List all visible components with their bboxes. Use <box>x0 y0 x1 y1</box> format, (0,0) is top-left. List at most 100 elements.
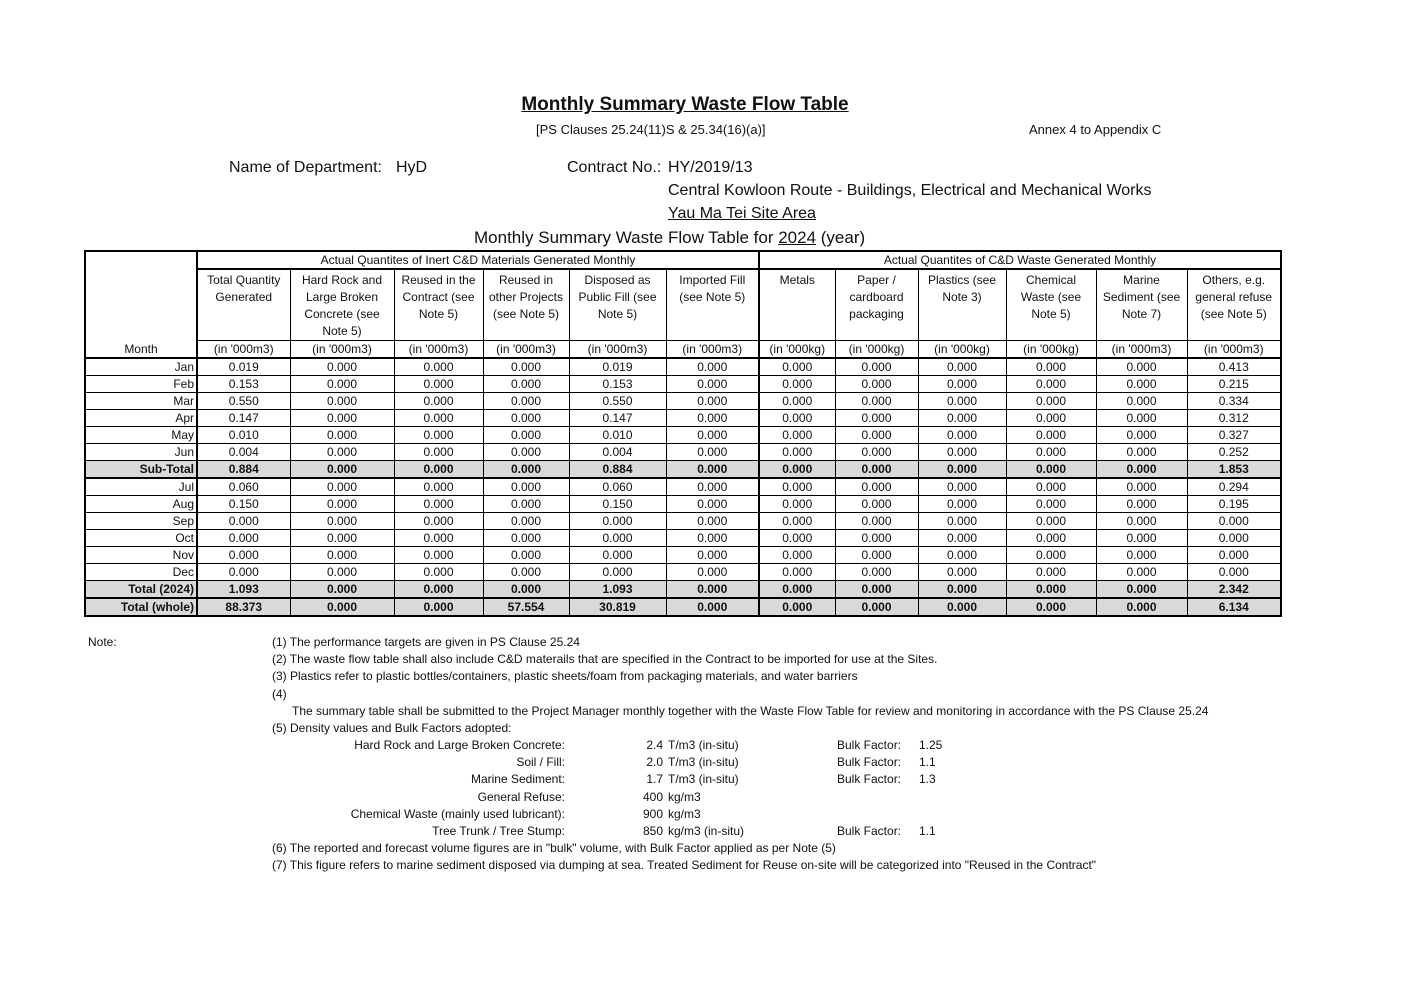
column-unit: (in '000kg) <box>834 340 919 359</box>
value-cell: 0.000 <box>917 357 1007 376</box>
value-cell: 0.884 <box>196 460 291 479</box>
value-cell: 0.000 <box>1095 512 1188 530</box>
bulk-factor-label: Bulk Factor: <box>837 824 902 838</box>
column-header: Disposed as Public Fill (see Note 5) <box>568 268 667 341</box>
bulk-factor-label: Bulk Factor: <box>837 738 902 752</box>
bulk-factor-value: 1.25 <box>919 738 943 752</box>
value-cell: 0.000 <box>1095 477 1188 496</box>
value-cell: 0.000 <box>482 409 570 427</box>
density-material: Soil / Fill: <box>516 755 565 770</box>
value-cell: 0.000 <box>834 495 919 513</box>
value-cell: 0.000 <box>1005 580 1097 599</box>
table-title-text: Monthly Summary Waste Flow Table for <box>474 228 779 247</box>
site-name: Yau Ma Tei Site Area <box>668 205 816 222</box>
column-header: Plastics (see Note 3) <box>917 268 1007 341</box>
value-cell: 0.000 <box>834 375 919 393</box>
value-cell: 0.000 <box>665 375 760 393</box>
table-row: Nov 0.000 0.000 0.000 0.000 0.000 0.000 0.000 0.… <box>84 546 1282 564</box>
value-cell: 0.000 <box>917 495 1007 513</box>
value-cell: 0.000 <box>393 357 484 376</box>
table-row: Jun 0.004 0.000 0.000 0.000 0.004 0.000 0.000 0.… <box>84 443 1282 461</box>
table-row: Sep 0.000 0.000 0.000 0.000 0.000 0.000 0.000 0.… <box>84 512 1282 530</box>
column-header: Others, e.g. general refuse (see Note 5) <box>1186 268 1282 341</box>
value-cell: 0.000 <box>289 477 395 496</box>
value-cell: 0.312 <box>1186 409 1282 427</box>
value-cell: 0.000 <box>393 580 484 599</box>
density-unit: kg/m3 <box>668 806 701 821</box>
value-cell: 0.195 <box>1186 495 1282 513</box>
unit-row: (in '000m3) (in '000m3) (in '000m3) (in '00… <box>85 340 1282 359</box>
note-6: (6) The reported and forecast volume fig… <box>272 841 836 855</box>
month-cell: Jan <box>84 357 198 376</box>
value-cell: 0.000 <box>834 460 919 479</box>
value-cell: 0.000 <box>917 392 1007 410</box>
value-cell: 0.000 <box>665 580 760 599</box>
density-material: General Refuse: <box>477 789 565 804</box>
value-cell: 0.000 <box>917 529 1007 547</box>
value-cell: 0.000 <box>1005 495 1097 513</box>
value-cell: 0.000 <box>1095 375 1188 393</box>
value-cell: 0.000 <box>758 409 836 427</box>
value-cell: 0.147 <box>568 409 667 427</box>
note-7: (7) This figure refers to marine sedimen… <box>272 858 1097 872</box>
value-cell: 0.000 <box>482 580 570 599</box>
value-cell: 1.093 <box>568 580 667 599</box>
value-cell: 0.000 <box>568 563 667 581</box>
value-cell: 0.000 <box>1186 529 1282 547</box>
density-value: 2.0 <box>646 755 663 770</box>
table-year: 2024 <box>778 228 817 247</box>
value-cell: 0.000 <box>1005 597 1097 617</box>
value-cell: 0.000 <box>917 409 1007 427</box>
bulk-factor-label: Bulk Factor: <box>837 772 902 787</box>
month-cell: Dec <box>84 563 198 581</box>
value-cell: 0.019 <box>196 357 291 376</box>
table-row: Aug 0.150 0.000 0.000 0.000 0.150 0.000 0.000 0.… <box>84 495 1282 513</box>
value-cell: 0.000 <box>289 529 395 547</box>
value-cell: 0.000 <box>834 580 919 599</box>
bulk-factor-value: 1.3 <box>919 772 936 787</box>
value-cell: 0.019 <box>568 357 667 376</box>
value-cell: 0.000 <box>482 477 570 496</box>
value-cell: 0.004 <box>568 443 667 461</box>
value-cell: 0.000 <box>758 375 836 393</box>
value-cell: 6.134 <box>1186 597 1282 617</box>
value-cell: 0.000 <box>665 546 760 564</box>
column-unit: (in '000m3) <box>568 340 667 359</box>
value-cell: 0.000 <box>1095 597 1188 617</box>
value-cell: 0.000 <box>758 546 836 564</box>
value-cell: 0.000 <box>917 597 1007 617</box>
density-unit: T/m3 (in-situ) <box>668 772 739 787</box>
value-cell: 0.010 <box>196 426 291 444</box>
value-cell: 0.000 <box>393 426 484 444</box>
value-cell: 0.060 <box>196 477 291 496</box>
value-cell: 0.000 <box>482 529 570 547</box>
value-cell: 0.550 <box>568 392 667 410</box>
value-cell: 0.884 <box>568 460 667 479</box>
column-header: Hard Rock and Large Broken Concrete (see… <box>289 268 395 341</box>
value-cell: 0.000 <box>758 580 836 599</box>
value-cell: 0.000 <box>1095 460 1188 479</box>
month-cell: Jun <box>84 443 198 461</box>
density-material: Hard Rock and Large Broken Concrete: <box>354 738 565 752</box>
value-cell: 0.000 <box>917 512 1007 530</box>
table-title: Monthly Summary Waste Flow Table for 202… <box>474 228 865 248</box>
value-cell: 0.000 <box>289 426 395 444</box>
value-cell: 0.000 <box>196 512 291 530</box>
value-cell: 0.000 <box>758 477 836 496</box>
contract-value: HY/2019/13 <box>668 159 753 176</box>
group-inert-header: Actual Quantites of Inert C&D Materials … <box>196 250 760 270</box>
column-unit: (in '000m3) <box>289 340 395 359</box>
table-row: Apr 0.147 0.000 0.000 0.000 0.147 0.000 0.000 0.… <box>84 409 1282 427</box>
density-value: 1.7 <box>646 772 663 787</box>
value-cell: 0.153 <box>568 375 667 393</box>
column-header: Reused in other Projects (see Note 5) <box>482 268 570 341</box>
value-cell: 0.060 <box>568 477 667 496</box>
value-cell: 0.000 <box>1095 392 1188 410</box>
month-cell: Mar <box>84 392 198 410</box>
value-cell: 0.000 <box>758 597 836 617</box>
value-cell: 0.000 <box>1095 563 1188 581</box>
value-cell: 0.000 <box>834 546 919 564</box>
value-cell: 0.000 <box>393 563 484 581</box>
value-cell: 0.000 <box>1186 563 1282 581</box>
value-cell: 0.150 <box>568 495 667 513</box>
